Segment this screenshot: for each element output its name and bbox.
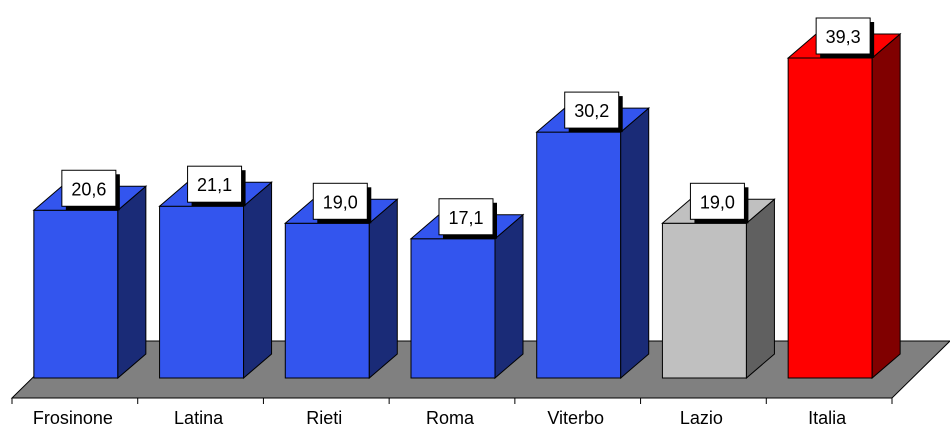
data-label: 39,3 bbox=[815, 17, 875, 58]
bar-side-face bbox=[871, 32, 901, 380]
data-label-value: 39,3 bbox=[826, 27, 861, 47]
x-tick-label: Frosinone bbox=[33, 408, 113, 426]
bar-front-face bbox=[410, 238, 496, 379]
data-label-box bbox=[815, 17, 871, 55]
bar-lazio bbox=[661, 198, 776, 380]
bar-front-face bbox=[787, 57, 873, 379]
x-tick-label: Roma bbox=[426, 408, 475, 426]
data-label-value: 17,1 bbox=[448, 208, 483, 228]
bar-side-face bbox=[117, 185, 147, 380]
data-label-value: 19,0 bbox=[700, 192, 735, 212]
bar-rieti bbox=[283, 198, 399, 380]
data-label-box bbox=[438, 198, 494, 236]
bar-front-face bbox=[159, 205, 245, 379]
data-label-box bbox=[61, 169, 117, 207]
x-tick-label: Latina bbox=[174, 408, 224, 426]
data-label: 19,0 bbox=[689, 182, 749, 224]
bar-front-face bbox=[536, 131, 622, 379]
x-tick-label: Italia bbox=[808, 408, 847, 426]
data-label: 20,6 bbox=[61, 169, 120, 211]
data-label: 17,1 bbox=[438, 198, 497, 239]
data-label-value: 20,6 bbox=[71, 179, 106, 199]
bar-side-face bbox=[368, 198, 398, 380]
x-tick-label: Rieti bbox=[306, 408, 342, 426]
bar-front-face bbox=[33, 209, 119, 379]
bar-latina bbox=[158, 181, 273, 380]
data-label-box bbox=[187, 165, 243, 203]
x-tick-label: Lazio bbox=[680, 408, 723, 426]
bar-frosinone bbox=[32, 185, 148, 380]
bar-side-face bbox=[620, 107, 650, 380]
data-label: 19,0 bbox=[312, 182, 372, 224]
bar-viterbo bbox=[535, 107, 651, 380]
bar-front-face bbox=[661, 222, 747, 379]
bar-roma bbox=[409, 213, 525, 380]
bar-italia bbox=[786, 32, 902, 380]
x-axis-ticks: Frosinone Latina Rieti Roma Viterbo Lazio Ital… bbox=[11, 398, 893, 426]
bar-front-face bbox=[284, 222, 370, 379]
bar-side-face bbox=[243, 181, 273, 380]
data-labels-layer: 20,6 21,1 19,0 17,1 30,2 19,0 39,3 bbox=[61, 17, 875, 239]
data-label-value: 21,1 bbox=[197, 175, 232, 195]
data-label-value: 19,0 bbox=[323, 192, 358, 212]
data-label: 21,1 bbox=[187, 165, 246, 207]
x-tick-label: Viterbo bbox=[547, 408, 604, 426]
data-label-box bbox=[689, 182, 745, 220]
bar-side-face bbox=[494, 213, 524, 380]
data-label-value: 30,2 bbox=[574, 101, 609, 121]
bar-side-face bbox=[745, 198, 775, 380]
data-label-box bbox=[312, 182, 368, 220]
data-label-box bbox=[564, 91, 620, 129]
data-label: 30,2 bbox=[564, 91, 623, 133]
